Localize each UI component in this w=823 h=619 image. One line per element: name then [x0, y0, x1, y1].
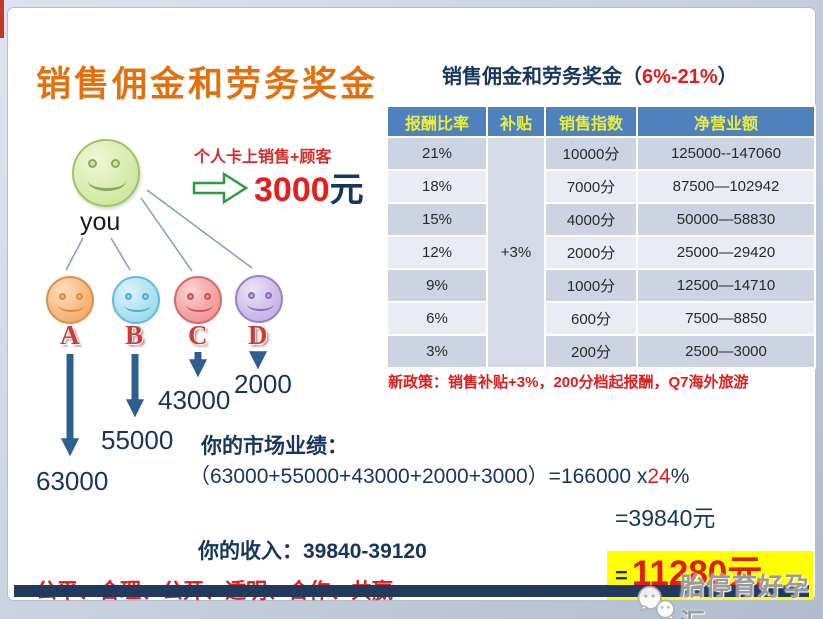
turnover-cell: 2500—3000	[638, 336, 814, 367]
member-c-letter: C	[188, 320, 208, 350]
table-title: 销售佣金和劳务奖金（6%-21%）	[442, 60, 738, 89]
turnover-cell: 12500—14710	[638, 270, 814, 301]
watermark: 胎停育好孕汇	[635, 567, 815, 619]
right-block-arrow-icon	[192, 171, 249, 205]
member-a-letter: A	[60, 320, 80, 350]
you-face-icon	[72, 139, 140, 207]
rate-cell: 9%	[388, 270, 486, 301]
you-label: you	[80, 208, 121, 236]
commission-table: 报酬比率 补贴 销售指数 净营业额 21% +3% 10000分 125000-…	[386, 105, 816, 369]
col-header-subsidy: 补贴	[488, 107, 544, 136]
index-cell: 200分	[546, 336, 636, 367]
formula-main: （63000+55000+43000+2000+3000）=166000 x	[189, 465, 648, 488]
index-cell: 4000分	[546, 204, 636, 235]
smile-icon	[247, 297, 274, 311]
amount-value: 3000	[254, 171, 330, 209]
rate-cell: 21%	[388, 138, 486, 169]
index-cell: 2000分	[546, 237, 636, 268]
slide: 销售佣金和劳务奖金 销售佣金和劳务奖金（6%-21%） 报酬比率 补贴 销售指数…	[7, 7, 816, 619]
member-a-value: 63000	[36, 466, 109, 496]
eye-icon	[111, 159, 120, 168]
performance-label: 你的市场业绩：	[201, 435, 348, 458]
turnover-cell: 7500—8850	[638, 303, 814, 334]
formula-rate: 24	[647, 465, 671, 488]
table-row: 9% 1000分 12500—14710	[388, 270, 814, 301]
table-row: 21% +3% 10000分 125000--147060	[388, 138, 814, 367]
member-d-face-icon	[235, 275, 283, 323]
table-row: 6% 600分 7500—8850	[388, 303, 814, 334]
turnover-cell: 87500—102942	[638, 171, 814, 202]
final-equals: =	[615, 562, 628, 588]
smile-icon	[186, 298, 213, 312]
index-cell: 7000分	[546, 171, 636, 202]
personal-sales-amount: 3000元	[254, 162, 364, 211]
turnover-cell: 50000—58830	[638, 204, 814, 235]
index-cell: 600分	[546, 303, 636, 334]
col-header-rate: 报酬比率	[388, 107, 486, 136]
eye-icon	[88, 159, 97, 168]
member-c-value: 43000	[158, 385, 231, 415]
table-title-range: 6%-21%	[642, 66, 718, 88]
member-c-face-icon	[174, 276, 222, 324]
subsidy-cell: +3%	[488, 138, 544, 367]
member-a-face-icon	[46, 276, 94, 324]
table-row: 18% 7000分 87500—102942	[388, 171, 814, 202]
member-b-value: 55000	[101, 425, 174, 455]
table-row: 3% 200分 2500—3000	[388, 336, 814, 367]
index-cell: 1000分	[546, 270, 636, 301]
rate-cell: 3%	[388, 336, 486, 367]
member-b-letter: B	[125, 320, 144, 350]
income-line: 你的收入：39840-39120	[198, 540, 427, 563]
member-b-face-icon	[112, 276, 160, 324]
table-header-row: 报酬比率 补贴 销售指数 净营业额	[388, 107, 814, 136]
rate-cell: 15%	[388, 204, 486, 235]
page-title: 销售佣金和劳务奖金	[36, 65, 379, 104]
left-edge-red-strip	[0, 0, 4, 38]
amount-unit: 元	[329, 171, 364, 209]
rate-cell: 18%	[388, 171, 486, 202]
col-header-index: 销售指数	[546, 107, 636, 136]
bottom-navy-bar	[14, 585, 809, 597]
member-d-letter: D	[248, 320, 268, 350]
intermediate-result: =39840元	[615, 505, 716, 531]
smile-icon	[124, 298, 151, 312]
chat-bubbles-icon	[637, 585, 675, 619]
formula-percent: %	[670, 465, 690, 488]
smile-icon	[88, 171, 126, 191]
watermark-text: 胎停育好孕汇	[680, 573, 811, 619]
turnover-cell: 125000--147060	[638, 138, 814, 169]
table-row: 15% 4000分 50000—58830	[388, 204, 814, 235]
performance-formula: （63000+55000+43000+2000+3000）=166000 x24…	[189, 460, 689, 490]
index-cell: 10000分	[546, 138, 636, 169]
turnover-cell: 25000—29420	[638, 237, 814, 268]
member-d-value: 2000	[234, 369, 292, 399]
table-title-close: ）	[717, 66, 738, 88]
table-title-text: 销售佣金和劳务奖金（	[442, 66, 642, 88]
rate-cell: 6%	[388, 303, 486, 334]
policy-note: 新政策：销售补贴+3%，200分档起报酬，Q7海外旅游	[388, 374, 749, 391]
personal-sales-label: 个人卡上销售+顾客	[194, 149, 332, 166]
smile-icon	[58, 298, 85, 312]
col-header-turnover: 净营业额	[638, 107, 814, 136]
rate-cell: 12%	[388, 237, 486, 268]
table-row: 12% 2000分 25000—29420	[388, 237, 814, 268]
